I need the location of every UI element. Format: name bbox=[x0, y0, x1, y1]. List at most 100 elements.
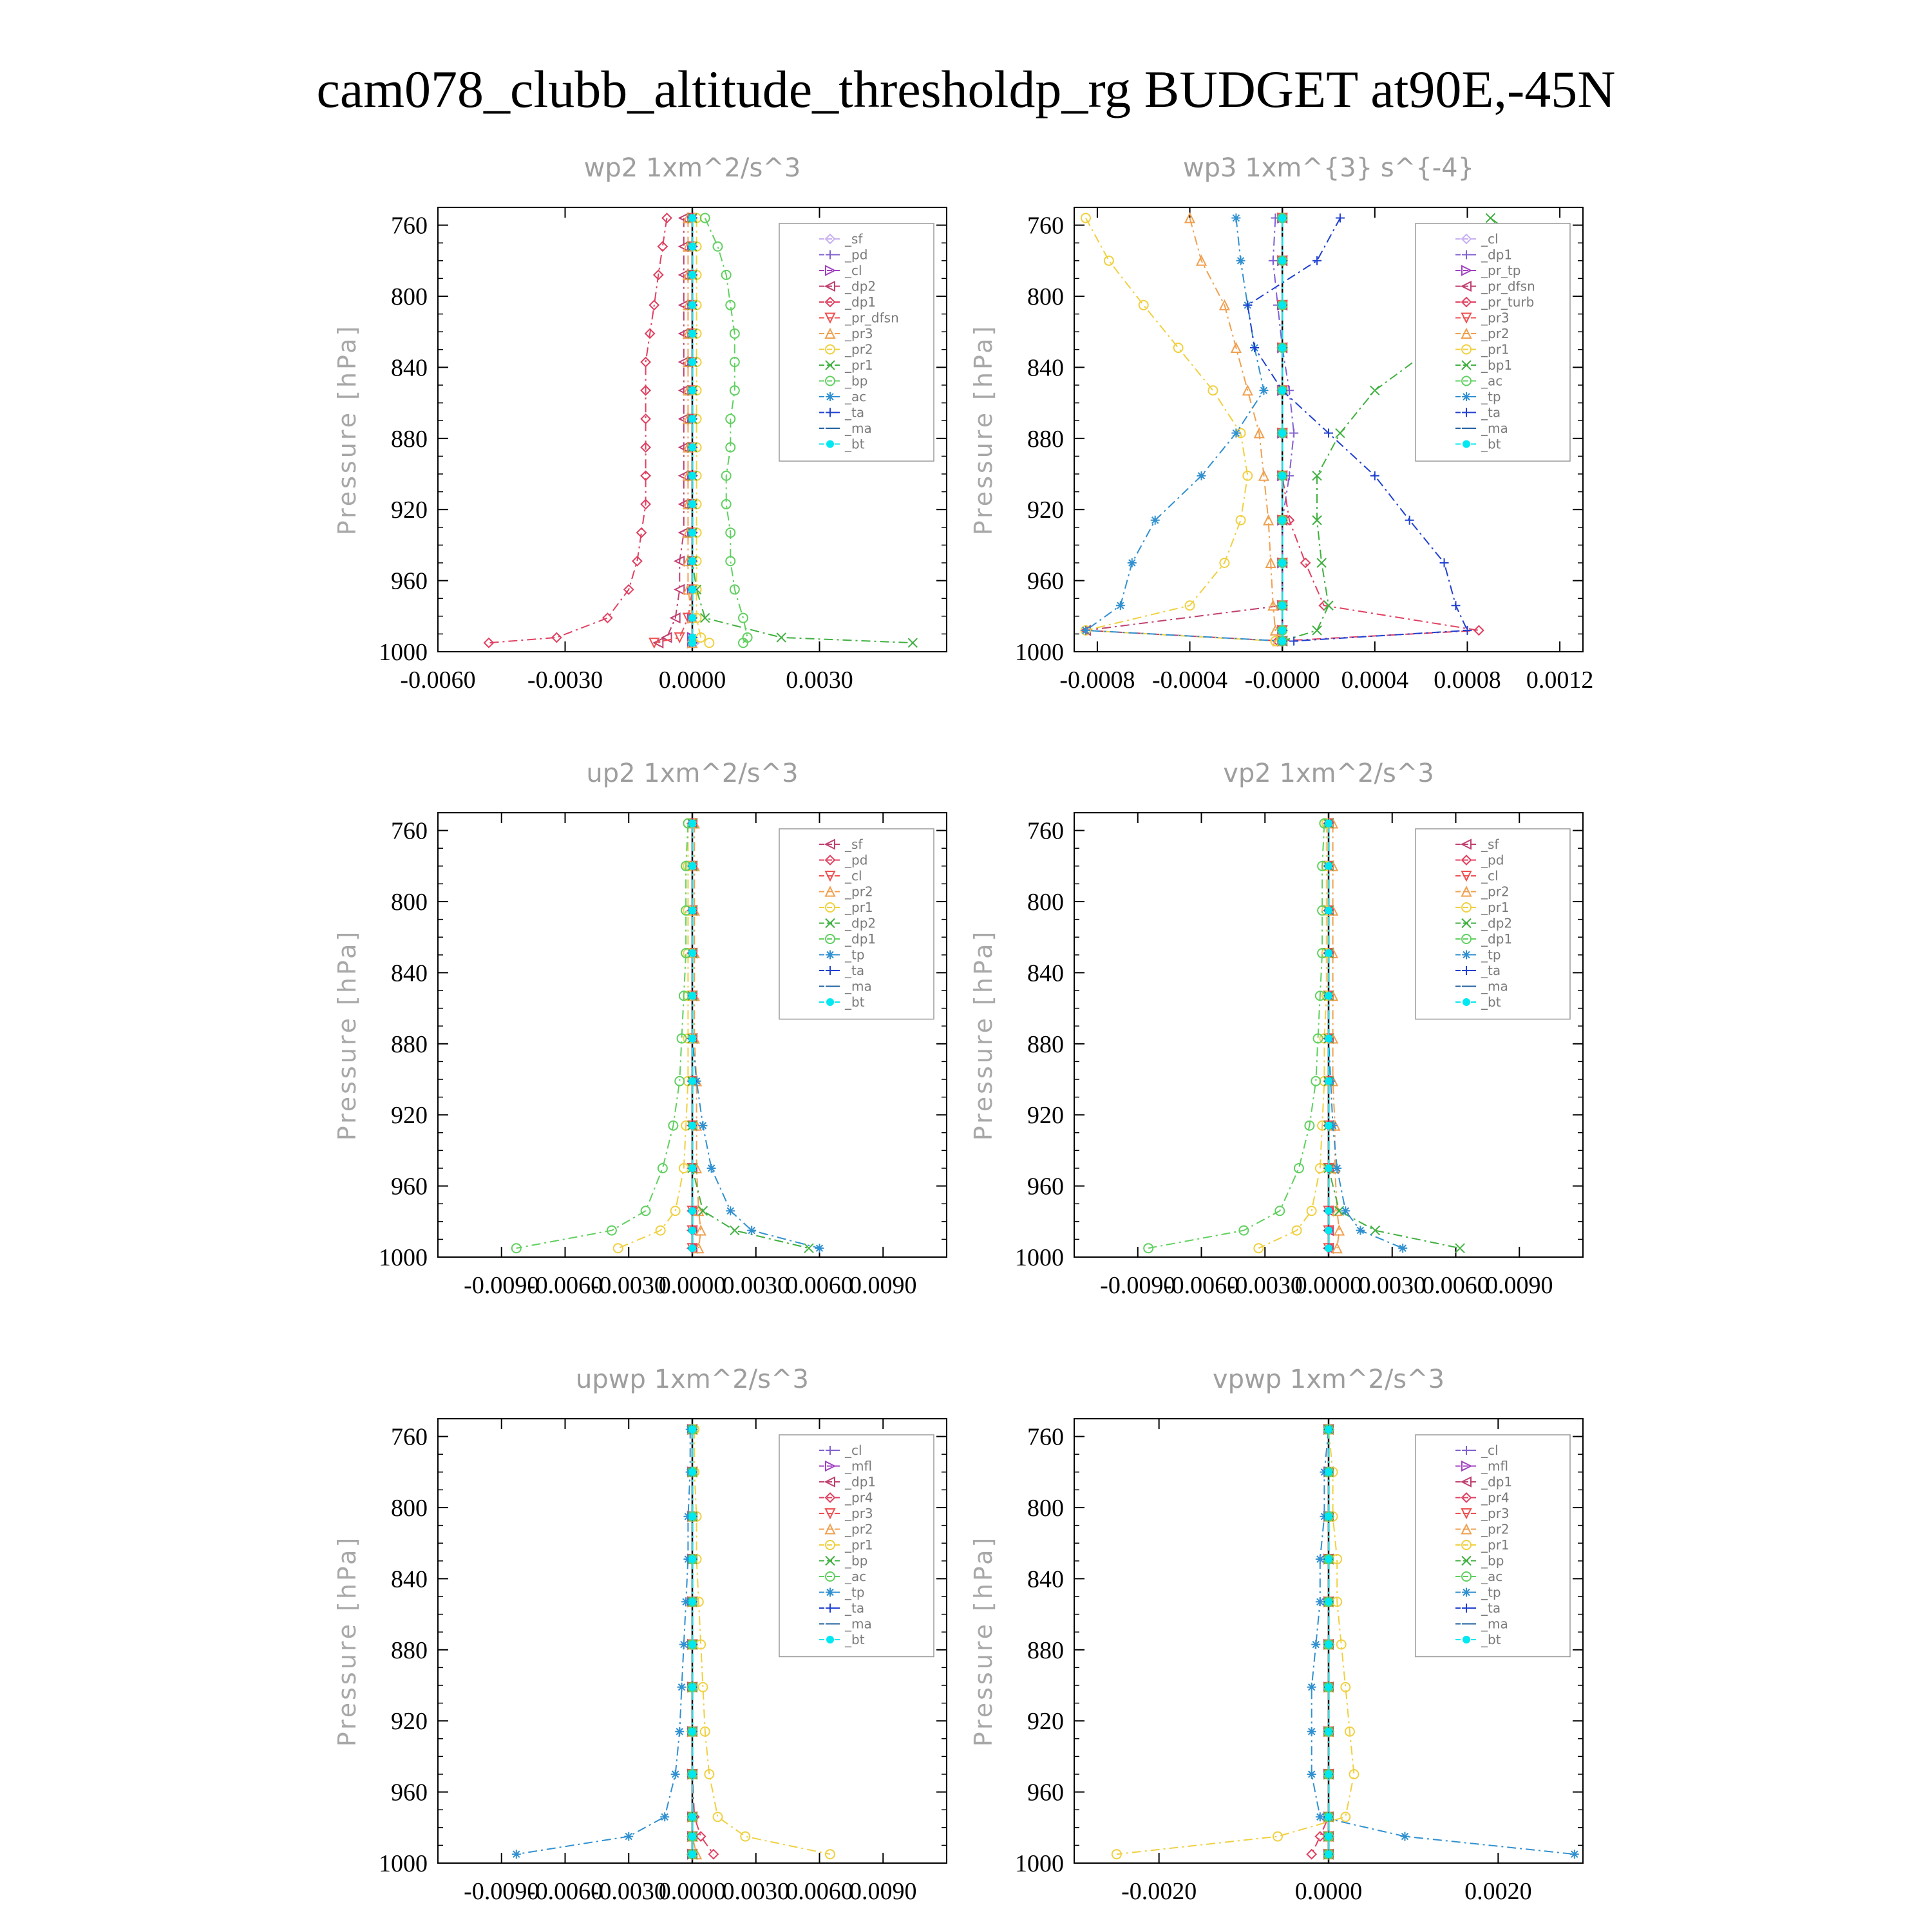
data-point_dp2 bbox=[804, 1243, 814, 1253]
data-point_tp bbox=[726, 1206, 735, 1216]
series-line_pr1 bbox=[694, 1429, 831, 1855]
panel-4: vp2 1xm^2/s^3 Pressure [hPa] 760 800 840 880 9… bbox=[969, 759, 1584, 1299]
data-point_pr1 bbox=[700, 612, 710, 623]
series-line_dp1 bbox=[488, 218, 668, 644]
data-point_dp1 bbox=[640, 384, 651, 396]
data-point_bp1 bbox=[1485, 213, 1496, 223]
y-axis-label: Pressure [hPa] bbox=[333, 1535, 361, 1747]
series-layer bbox=[1111, 1423, 1579, 1861]
data-point_bt bbox=[688, 1640, 696, 1649]
data-point_dp1 bbox=[1304, 1120, 1315, 1131]
data-point_bp bbox=[721, 470, 732, 481]
data-point_pr2 bbox=[1333, 1224, 1345, 1236]
panel-title: wp3 1xm^{3} s^{-4} bbox=[1183, 153, 1474, 183]
legend-entry: _ac bbox=[844, 389, 866, 404]
legend-marker bbox=[824, 855, 836, 866]
data-point_bt bbox=[1325, 862, 1332, 870]
y-tick-label: 1000 bbox=[1015, 1850, 1064, 1877]
legend-marker bbox=[825, 375, 835, 386]
x-tick-label: 0.0000 bbox=[1295, 1272, 1363, 1299]
data-point_bt bbox=[1325, 1813, 1332, 1821]
data-point_pr1 bbox=[1080, 213, 1091, 223]
data-point_bp1 bbox=[1312, 515, 1322, 526]
data-point_bt bbox=[688, 386, 696, 395]
x-tick-label: -0.0030 bbox=[591, 1272, 667, 1299]
legend-entry: _bt bbox=[844, 1632, 865, 1647]
legend-marker bbox=[1461, 886, 1472, 897]
data-point_bt bbox=[688, 1468, 696, 1476]
legend-entry: _tp bbox=[844, 1585, 865, 1600]
y-tick-label: 800 bbox=[391, 1495, 428, 1522]
legend-entry: _cl bbox=[844, 868, 862, 884]
data-point_bp1 bbox=[1335, 428, 1345, 439]
data-point_bt bbox=[688, 1727, 696, 1736]
legend-marker bbox=[1461, 871, 1472, 882]
data-point_pr1 bbox=[1340, 1812, 1351, 1823]
data-point_ta bbox=[1370, 471, 1379, 480]
legend-marker bbox=[1461, 1540, 1472, 1550]
data-point_dp1 bbox=[1289, 428, 1299, 438]
y-tick-label: 880 bbox=[1027, 1031, 1064, 1058]
legend-entry: _bp bbox=[844, 374, 867, 389]
legend-entry: _bp bbox=[844, 1553, 867, 1569]
data-point_bt bbox=[688, 358, 696, 366]
data-point_dp1 bbox=[652, 269, 664, 281]
data-point_tp bbox=[815, 1244, 824, 1253]
legend-entry: _sf bbox=[844, 231, 863, 247]
data-point_dp1 bbox=[1312, 1033, 1323, 1044]
data-point_dp1 bbox=[1238, 1225, 1249, 1236]
y-tick-label: 920 bbox=[391, 497, 428, 524]
data-point_pr2 bbox=[1263, 514, 1274, 526]
legend-marker bbox=[825, 265, 837, 276]
legend-entry: _bt bbox=[1481, 437, 1501, 452]
data-point_bp bbox=[725, 442, 736, 453]
legend-entry: _sf bbox=[1481, 837, 1499, 852]
y-axis-label: Pressure [hPa] bbox=[333, 324, 361, 536]
data-point_pr2 bbox=[695, 1224, 706, 1236]
series-line_dp2 bbox=[658, 218, 685, 644]
data-point_tp bbox=[698, 1121, 708, 1130]
legend-entry: _pr2 bbox=[1481, 1522, 1510, 1537]
legend-entry: _mfl bbox=[1481, 1459, 1508, 1474]
data-point_dp1 bbox=[657, 1163, 668, 1173]
y-tick-label: 920 bbox=[1027, 497, 1064, 524]
data-point_bt bbox=[1325, 1770, 1332, 1778]
data-point_bp bbox=[729, 584, 740, 595]
x-tick-label: -0.0060 bbox=[1164, 1272, 1239, 1299]
data-point_bt bbox=[1325, 992, 1332, 1000]
data-point_dp1 bbox=[640, 470, 651, 482]
data-point_pr4 bbox=[1314, 1831, 1326, 1842]
y-tick-label: 760 bbox=[391, 818, 428, 845]
data-point_pr1 bbox=[712, 1812, 723, 1823]
legend-marker bbox=[825, 918, 835, 929]
series-line_dp1 bbox=[1148, 823, 1325, 1249]
legend-marker bbox=[824, 296, 836, 308]
legend-marker bbox=[1462, 392, 1471, 401]
data-point_tp bbox=[1315, 1812, 1325, 1822]
legend-marker bbox=[825, 1555, 835, 1566]
data-point_bt bbox=[1325, 1555, 1332, 1564]
data-point_bt bbox=[1325, 1468, 1332, 1476]
data-point_dp1 bbox=[551, 632, 562, 643]
panel-6: vpwp 1xm^2/s^3 Pressure [hPa] 760 800 840 880… bbox=[969, 1365, 1584, 1905]
data-point_tp bbox=[1150, 515, 1160, 525]
y-axis-label: Pressure [hPa] bbox=[969, 929, 998, 1141]
data-point_tp bbox=[1231, 428, 1241, 438]
data-point_bt bbox=[1278, 214, 1287, 222]
data-point_pr_dfsn bbox=[649, 638, 660, 649]
legend-marker bbox=[826, 1636, 834, 1643]
legend-entry: _dp1 bbox=[1481, 1474, 1512, 1490]
data-point_bt bbox=[688, 1555, 696, 1564]
data-point_tp bbox=[1315, 1555, 1325, 1564]
data-point_pr1 bbox=[699, 1726, 710, 1737]
y-tick-label: 880 bbox=[1027, 1637, 1064, 1664]
x-tick-label: 0.0060 bbox=[786, 1878, 853, 1905]
legend-entry: _tp bbox=[1481, 389, 1501, 404]
series-layer bbox=[483, 212, 918, 649]
legend-marker bbox=[1461, 902, 1472, 913]
data-point_bt bbox=[688, 633, 696, 641]
data-point_dp1 bbox=[483, 637, 495, 649]
data-point_pr_turb bbox=[1300, 557, 1311, 569]
data-point_pr1 bbox=[1291, 1225, 1302, 1236]
data-point_pr1 bbox=[1242, 470, 1253, 481]
